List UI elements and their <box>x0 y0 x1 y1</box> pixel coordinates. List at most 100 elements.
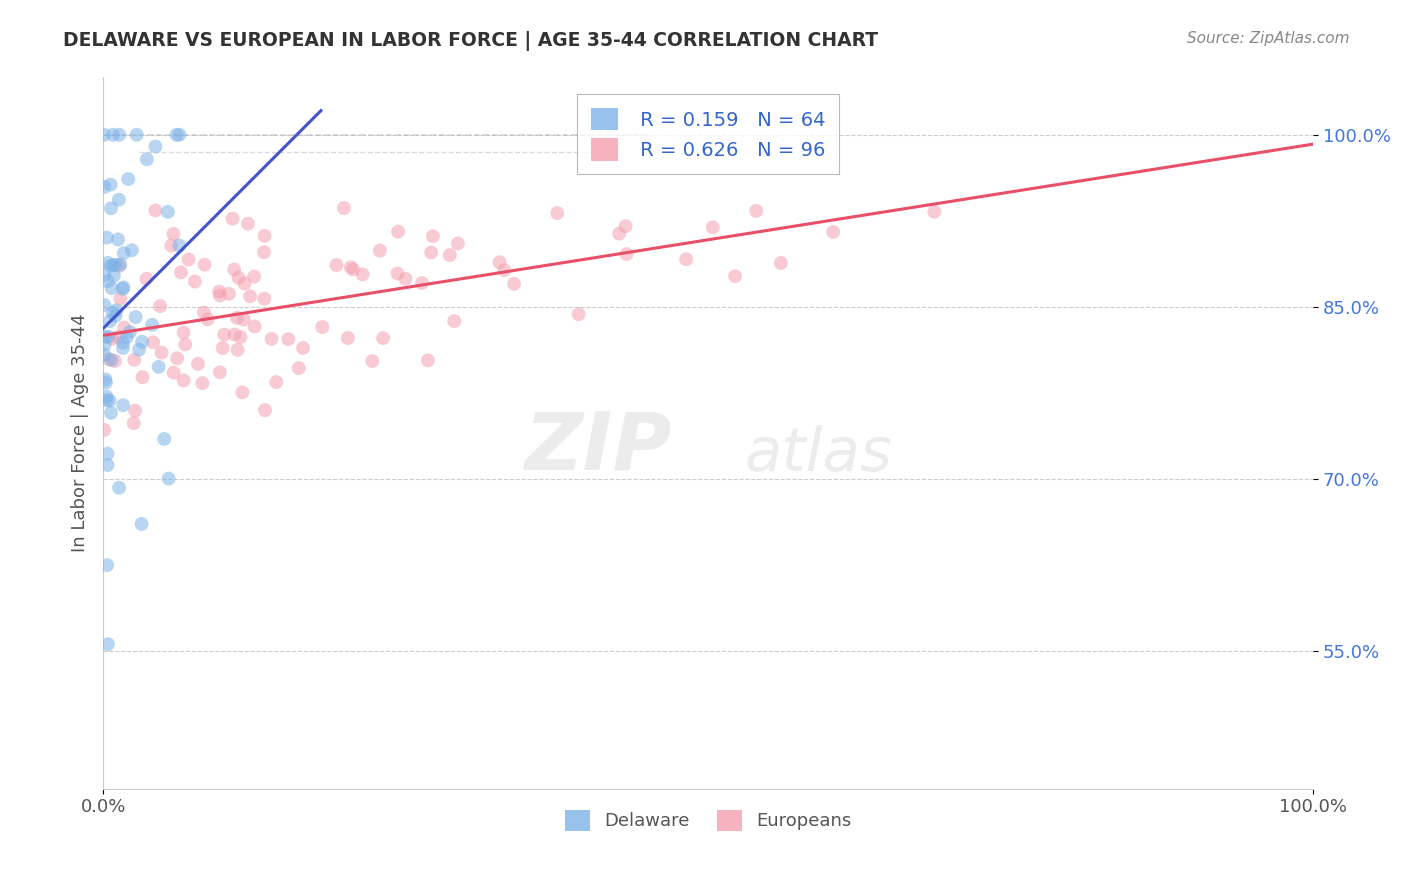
Point <box>239 289 262 303</box>
Point <box>166 351 188 366</box>
Point <box>352 268 374 282</box>
Point <box>148 359 170 374</box>
Point <box>97 274 120 288</box>
Point <box>231 385 253 400</box>
Point <box>142 335 165 350</box>
Point <box>98 393 121 408</box>
Point <box>141 318 163 332</box>
Point <box>311 320 333 334</box>
Point <box>607 227 630 241</box>
Point <box>100 202 122 216</box>
Point <box>135 271 157 285</box>
Point <box>368 244 391 258</box>
Point <box>253 403 276 417</box>
Point <box>443 314 465 328</box>
Point <box>163 366 186 380</box>
Point <box>121 244 143 258</box>
Point <box>253 245 276 260</box>
Point <box>173 374 195 388</box>
Point <box>503 277 526 291</box>
Point <box>128 343 150 357</box>
Point <box>157 472 180 486</box>
Point <box>104 354 127 368</box>
Point <box>394 271 416 285</box>
Point <box>416 353 439 368</box>
Point <box>100 406 122 420</box>
Point <box>96 390 118 404</box>
Point <box>228 270 250 285</box>
Point <box>97 256 120 270</box>
Point <box>103 268 125 283</box>
Point <box>224 327 246 342</box>
Y-axis label: In Labor Force | Age 35-44: In Labor Force | Age 35-44 <box>72 314 89 552</box>
Point <box>724 269 747 284</box>
Point <box>253 228 276 243</box>
Point <box>97 330 120 344</box>
Point <box>131 516 153 531</box>
Point <box>107 232 129 246</box>
Point <box>488 255 510 269</box>
Point <box>93 128 115 142</box>
Point <box>105 303 128 318</box>
Point <box>94 372 117 386</box>
Point <box>111 282 134 296</box>
Point <box>108 193 131 207</box>
Text: ZIP: ZIP <box>524 409 672 486</box>
Point <box>194 258 217 272</box>
Point <box>93 337 115 351</box>
Point <box>253 292 276 306</box>
Point <box>224 262 246 277</box>
Point <box>447 236 470 251</box>
Point <box>371 331 394 345</box>
Point <box>160 238 183 252</box>
Point <box>769 256 792 270</box>
Point <box>131 370 153 384</box>
Point <box>232 312 254 326</box>
Point <box>145 203 167 218</box>
Point <box>325 258 347 272</box>
Point <box>229 330 252 344</box>
Point <box>162 227 184 241</box>
Point <box>93 268 115 283</box>
Point <box>226 343 249 357</box>
Point <box>110 258 132 272</box>
Point <box>361 354 384 368</box>
Point <box>96 558 118 573</box>
Point <box>93 423 115 437</box>
Point <box>236 217 259 231</box>
Point <box>93 180 115 194</box>
Point <box>166 128 188 142</box>
Point <box>260 332 283 346</box>
Point <box>118 325 141 339</box>
Point <box>112 246 135 260</box>
Point <box>111 335 134 350</box>
Point <box>387 225 409 239</box>
Point <box>150 345 173 359</box>
Point <box>117 172 139 186</box>
Point <box>145 139 167 153</box>
Point <box>124 403 146 417</box>
Point <box>94 329 117 343</box>
Point <box>149 299 172 313</box>
Point <box>112 320 135 334</box>
Point <box>93 348 115 362</box>
Point <box>197 312 219 326</box>
Point <box>122 416 145 430</box>
Point <box>167 238 190 252</box>
Point <box>233 277 256 291</box>
Point <box>115 330 138 344</box>
Point <box>187 357 209 371</box>
Legend: Delaware, Europeans: Delaware, Europeans <box>553 797 865 844</box>
Point <box>439 248 461 262</box>
Point <box>193 305 215 319</box>
Point <box>208 285 231 299</box>
Point <box>131 334 153 349</box>
Point <box>336 331 359 345</box>
Point <box>108 481 131 495</box>
Point <box>156 204 179 219</box>
Point <box>568 307 591 321</box>
Text: atlas: atlas <box>745 425 893 483</box>
Point <box>110 292 132 306</box>
Point <box>387 267 409 281</box>
Point <box>101 332 124 346</box>
